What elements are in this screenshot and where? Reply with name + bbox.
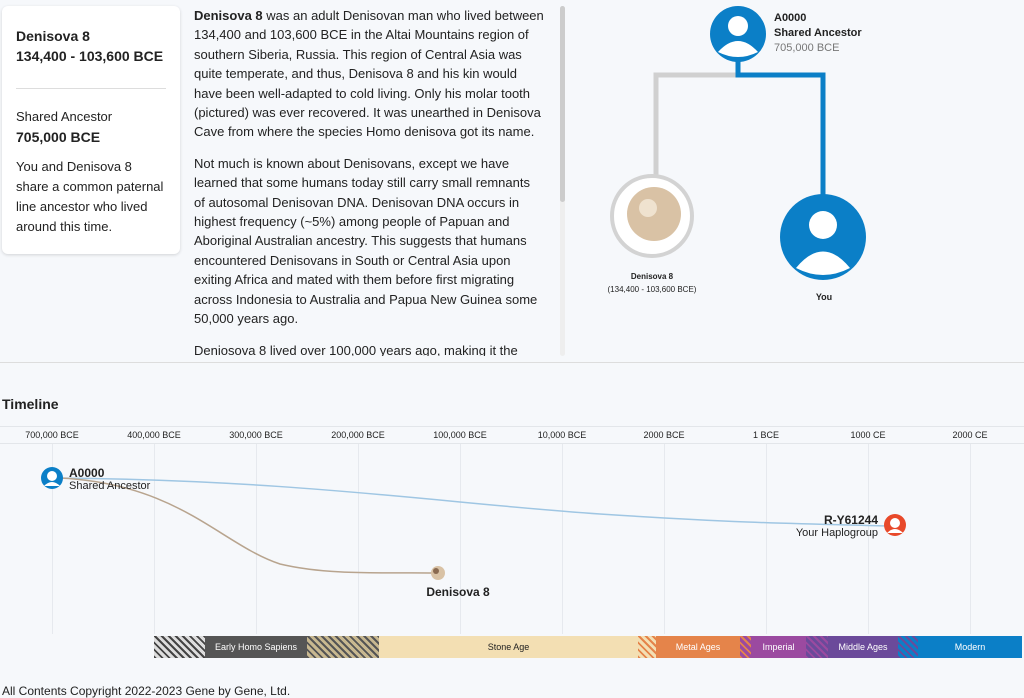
scrollbar-thumb[interactable] — [560, 6, 565, 202]
era-stone-age[interactable]: Stone Age — [379, 636, 638, 658]
tl-sample-name: Denisova 8 — [426, 585, 490, 599]
ancestor-marker-icon[interactable] — [41, 467, 63, 489]
era-middle-ages[interactable]: Middle Ages — [828, 636, 898, 658]
timeline-tick: 300,000 BCE — [229, 430, 283, 440]
tl-haplogroup-label: Your Haplogroup — [795, 527, 878, 539]
article-text: Denisova 8 was an adult Denisovan man wh… — [194, 6, 544, 356]
timeline-gridline — [562, 444, 563, 634]
tl-haplogroup-id: R-Y61244 — [823, 513, 878, 527]
era-hatch — [307, 636, 379, 658]
article-lead: Denisova 8 — [194, 8, 263, 23]
article-p1: was an adult Denisovan man who lived bet… — [194, 8, 544, 140]
timeline-gridline — [460, 444, 461, 634]
article-paragraph: Denisova 8 was an adult Denisovan man wh… — [194, 6, 544, 142]
article-scrollbar[interactable] — [560, 6, 565, 356]
tree-ancestor-date: 705,000 BCE — [774, 42, 840, 54]
timeline-tick: 700,000 BCE — [25, 430, 79, 440]
sample-summary-card: Denisova 8 134,400 - 103,600 BCE Shared … — [2, 6, 180, 254]
tree-ancestor-id: A0000 — [774, 12, 807, 24]
timeline-tick: 1000 CE — [850, 430, 886, 440]
timeline-tick: 400,000 BCE — [127, 430, 181, 440]
sample-tooth-icon[interactable] — [610, 174, 694, 258]
tl-ancestor-label: Shared Ancestor — [69, 480, 151, 492]
path-to-haplogroup — [54, 477, 891, 527]
timeline-axis: 700,000 BCE 400,000 BCE 300,000 BCE 200,000… — [0, 426, 1024, 444]
ancestor-label: Shared Ancestor — [16, 109, 113, 124]
timeline-tick: 2000 CE — [952, 430, 988, 440]
footer-copyright: All Contents Copyright 2022-2023 Gene by… — [2, 684, 291, 698]
era-hatch — [638, 636, 656, 658]
sample-dates: 134,400 - 103,600 BCE — [16, 48, 164, 64]
timeline-paths — [41, 467, 906, 580]
section-divider — [0, 362, 1024, 363]
era-hatch — [898, 636, 918, 658]
card-divider — [16, 88, 166, 89]
ancestor-date: 705,000 BCE — [16, 129, 101, 145]
tree-sample-name: Denisova 8 — [630, 272, 674, 281]
path-to-sample — [59, 477, 435, 574]
sample-title: Denisova 8 — [16, 28, 90, 44]
you-avatar-icon[interactable] — [780, 194, 866, 280]
article-paragraph: Deniosova 8 lived over 100,000 years ago… — [194, 342, 518, 357]
era-hatch — [740, 636, 751, 658]
haplogroup-marker-icon[interactable] — [884, 514, 906, 536]
era-imperial[interactable]: Imperial — [751, 636, 806, 658]
era-early-homo-sapiens[interactable]: Early Homo Sapiens — [205, 636, 307, 658]
timeline-tick: 1 BCE — [752, 430, 780, 440]
tree-sample-dates: (134,400 - 103,600 BCE) — [607, 285, 697, 294]
era-hatch — [154, 636, 205, 658]
card-description: You and Denisova 8 share a common patern… — [16, 159, 164, 234]
timeline-gridline — [52, 444, 53, 634]
tl-ancestor-id: A0000 — [69, 466, 105, 480]
era-modern[interactable]: Modern — [918, 636, 1022, 658]
era-hatch — [806, 636, 828, 658]
tree-branch-you — [735, 60, 826, 200]
timeline-gridline — [664, 444, 665, 634]
timeline-tick: 2000 BCE — [643, 430, 685, 440]
timeline-gridline — [256, 444, 257, 634]
era-metal-ages[interactable]: Metal Ages — [656, 636, 740, 658]
timeline-tick: 10,000 BCE — [537, 430, 587, 440]
timeline-gridline — [970, 444, 971, 634]
timeline-gridline — [868, 444, 869, 634]
tree-branch-sample — [653, 60, 741, 180]
timeline-gridline — [766, 444, 767, 634]
tree-ancestor-label: Shared Ancestor — [774, 27, 862, 39]
ancestry-tree — [610, 6, 866, 280]
timeline-tick: 200,000 BCE — [331, 430, 385, 440]
sample-marker-icon[interactable] — [431, 566, 445, 580]
timeline-gridline — [154, 444, 155, 634]
tree-you-label: You — [815, 292, 833, 302]
timeline-title: Timeline — [2, 396, 59, 412]
timeline-tick: 100,000 BCE — [433, 430, 487, 440]
timeline-gridline — [358, 444, 359, 634]
article-paragraph: Not much is known about Denisovans, exce… — [194, 155, 538, 327]
ancestor-avatar-icon[interactable] — [710, 6, 766, 62]
